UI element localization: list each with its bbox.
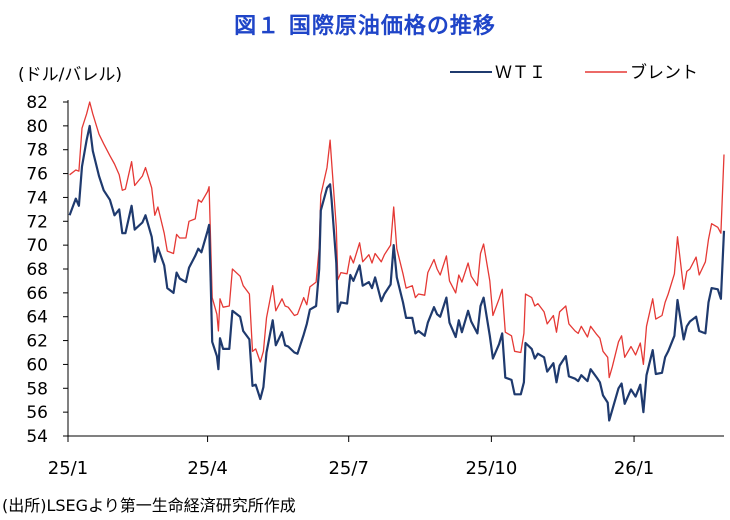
x-tick-label: 26/1	[614, 458, 654, 479]
y-tick-label: 72	[26, 212, 48, 232]
y-tick-label: 56	[26, 403, 48, 423]
y-tick-label: 58	[26, 379, 48, 399]
y-tick-label: 60	[26, 355, 48, 375]
x-tick-label: 25/4	[187, 458, 227, 479]
axes: 54 56 58 60 62 64 66 68 70 72 74 76 78 80 82 25/1 25/4 25…	[26, 93, 724, 479]
series-layer	[68, 101, 726, 422]
x-tick-label: 25/7	[328, 458, 368, 479]
y-tick-label: 64	[26, 308, 48, 328]
y-tick-label: 66	[26, 284, 48, 304]
y-tick-label: 62	[26, 332, 48, 352]
series-line-wti	[68, 124, 726, 422]
legend: ＷＴＩ ブレント	[450, 62, 698, 83]
y-tick-label: 82	[26, 93, 48, 113]
chart-title: 図１ 国際原油価格の推移	[234, 14, 496, 39]
y-tick-label: 78	[26, 141, 48, 161]
line-chart: (ドル/バレル) ＷＴＩ ブレント 54 56 58 60 62 64 66 68 70 72 74…	[18, 62, 726, 479]
source-note: (出所)LSEGより第一生命経済研究所作成	[2, 496, 296, 515]
legend-label-wti: ＷＴＩ	[495, 63, 546, 83]
y-tick-label: 54	[26, 427, 48, 447]
series-line-brent	[69, 101, 725, 379]
y-tick-label: 80	[26, 117, 48, 137]
y-tick-label: 70	[26, 236, 48, 256]
x-tick-label: 25/10	[465, 458, 517, 479]
y-tick-label: 76	[26, 165, 48, 185]
y-tick-label: 74	[26, 188, 48, 208]
x-tick-label: 25/1	[48, 458, 88, 479]
y-tick-label: 68	[26, 260, 48, 280]
legend-label-brent: ブレント	[630, 62, 698, 83]
y-axis-label: (ドル/バレル)	[18, 65, 122, 85]
